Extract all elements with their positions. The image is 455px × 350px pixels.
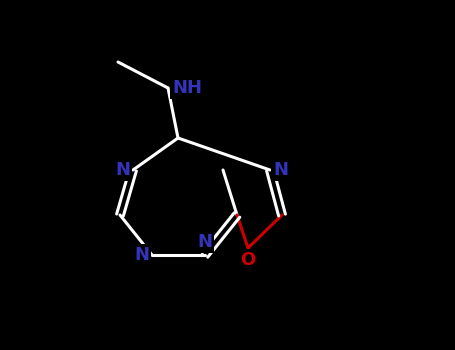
Text: N: N [115,161,130,179]
Text: N: N [273,161,288,179]
Text: N: N [197,233,212,251]
Text: NH: NH [172,79,202,97]
Text: O: O [240,251,256,269]
Text: N: N [134,246,149,264]
